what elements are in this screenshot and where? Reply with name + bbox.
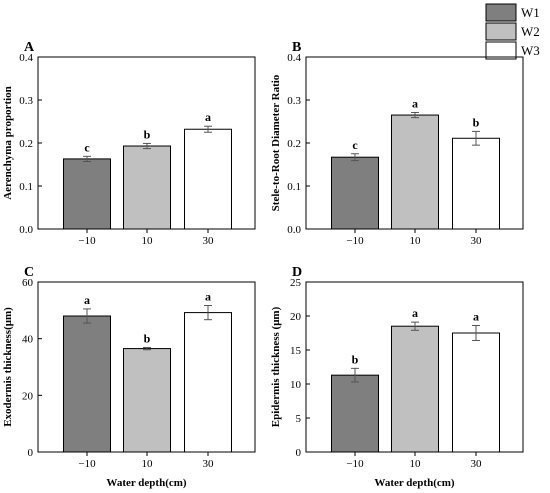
bar xyxy=(63,315,111,453)
plot-frame xyxy=(305,281,524,453)
panel-label: C xyxy=(24,265,34,280)
x-tick-label: 30 xyxy=(203,458,215,470)
significance-label: a xyxy=(205,290,211,304)
plot-frame xyxy=(305,56,524,230)
y-tick-label: 0.2 xyxy=(19,138,33,150)
y-tick-label: 0 xyxy=(28,447,34,459)
x-tick-label: −10 xyxy=(346,458,364,470)
panel-d: 0 5 10 15 20 25 b −10 a 10 a 30 D Epidermis thickness… xyxy=(270,265,524,489)
y-tick-label: 5 xyxy=(296,413,302,425)
legend-swatch xyxy=(485,41,517,60)
bar xyxy=(391,114,439,230)
bar xyxy=(452,137,500,230)
legend-swatch xyxy=(485,3,517,22)
y-axis-label: Aerenchyma proportion xyxy=(2,86,14,200)
significance-label: c xyxy=(352,138,358,152)
y-tick-label: 40 xyxy=(22,334,34,346)
y-axis-label: Epidermis thickness (μm) xyxy=(270,306,282,427)
plot-frame xyxy=(37,281,256,453)
x-axis-label: Water depth(cm) xyxy=(374,477,454,489)
bar xyxy=(123,348,171,453)
x-tick-label: 30 xyxy=(471,235,483,247)
legend-label: W2 xyxy=(521,24,540,39)
panel-label: A xyxy=(24,40,35,55)
x-tick-label: 10 xyxy=(142,235,154,247)
bar xyxy=(331,156,379,230)
y-tick-label: 10 xyxy=(290,379,302,391)
x-tick-label: 10 xyxy=(142,458,154,470)
panel-label: B xyxy=(292,40,301,55)
legend-label: W1 xyxy=(521,5,540,20)
significance-label: c xyxy=(84,140,90,154)
y-tick-label: 25 xyxy=(290,277,302,289)
y-tick-label: 0.3 xyxy=(287,95,301,107)
legend: W1 W2 W3 xyxy=(485,3,540,60)
significance-label: a xyxy=(412,96,418,110)
legend-label: W3 xyxy=(521,43,540,58)
significance-label: a xyxy=(412,306,418,320)
y-axis-label: Stele-to-Root Diameter Ratio xyxy=(270,74,282,211)
bar xyxy=(452,332,500,453)
y-tick-label: 15 xyxy=(290,345,302,357)
significance-label: a xyxy=(84,293,90,307)
significance-label: a xyxy=(473,310,479,324)
bar xyxy=(63,158,111,230)
x-tick-label: −10 xyxy=(346,235,364,247)
panel-c: 0 20 40 60 a −10 b 10 a 30 C Exodermis thickness(μm… xyxy=(2,265,256,489)
x-tick-label: −10 xyxy=(78,235,96,247)
significance-label: b xyxy=(352,352,359,366)
panel-b: 0.0 0.1 0.2 0.3 0.4 c −10 a 10 b 30 B Stele-to-Root … xyxy=(270,40,524,247)
significance-label: b xyxy=(144,331,151,345)
y-axis-label: Exodermis thickness(μm) xyxy=(2,307,14,427)
x-tick-label: 30 xyxy=(203,235,215,247)
y-tick-label: 0.0 xyxy=(287,224,301,236)
y-tick-label: 0.3 xyxy=(19,95,33,107)
y-tick-label: 0.4 xyxy=(287,52,301,64)
y-tick-label: 0.4 xyxy=(19,52,33,64)
significance-label: b xyxy=(473,115,480,129)
legend-swatch xyxy=(485,22,517,41)
significance-label: a xyxy=(205,110,211,124)
y-tick-label: 60 xyxy=(22,277,34,289)
y-tick-label: 0.1 xyxy=(19,181,33,193)
bar xyxy=(184,312,232,453)
y-tick-label: 0.1 xyxy=(287,181,301,193)
panel-label: D xyxy=(292,265,302,280)
bar xyxy=(391,325,439,453)
y-tick-label: 0.2 xyxy=(287,138,301,150)
x-tick-label: 10 xyxy=(410,235,422,247)
significance-label: b xyxy=(144,127,151,141)
bar xyxy=(123,145,171,230)
y-tick-label: 20 xyxy=(290,311,302,323)
x-tick-label: 30 xyxy=(471,458,483,470)
x-axis-label: Water depth(cm) xyxy=(106,477,186,489)
x-tick-label: −10 xyxy=(78,458,96,470)
x-tick-label: 10 xyxy=(410,458,422,470)
bar xyxy=(184,128,232,230)
plot-frame xyxy=(37,56,256,230)
y-tick-label: 20 xyxy=(22,390,34,402)
bar xyxy=(331,374,379,453)
y-tick-label: 0 xyxy=(296,447,302,459)
panel-a: 0.0 0.1 0.2 0.3 0.4 c −10 b 10 a 30 A Aerenchyma pro… xyxy=(2,40,256,247)
y-tick-label: 0.0 xyxy=(19,224,33,236)
